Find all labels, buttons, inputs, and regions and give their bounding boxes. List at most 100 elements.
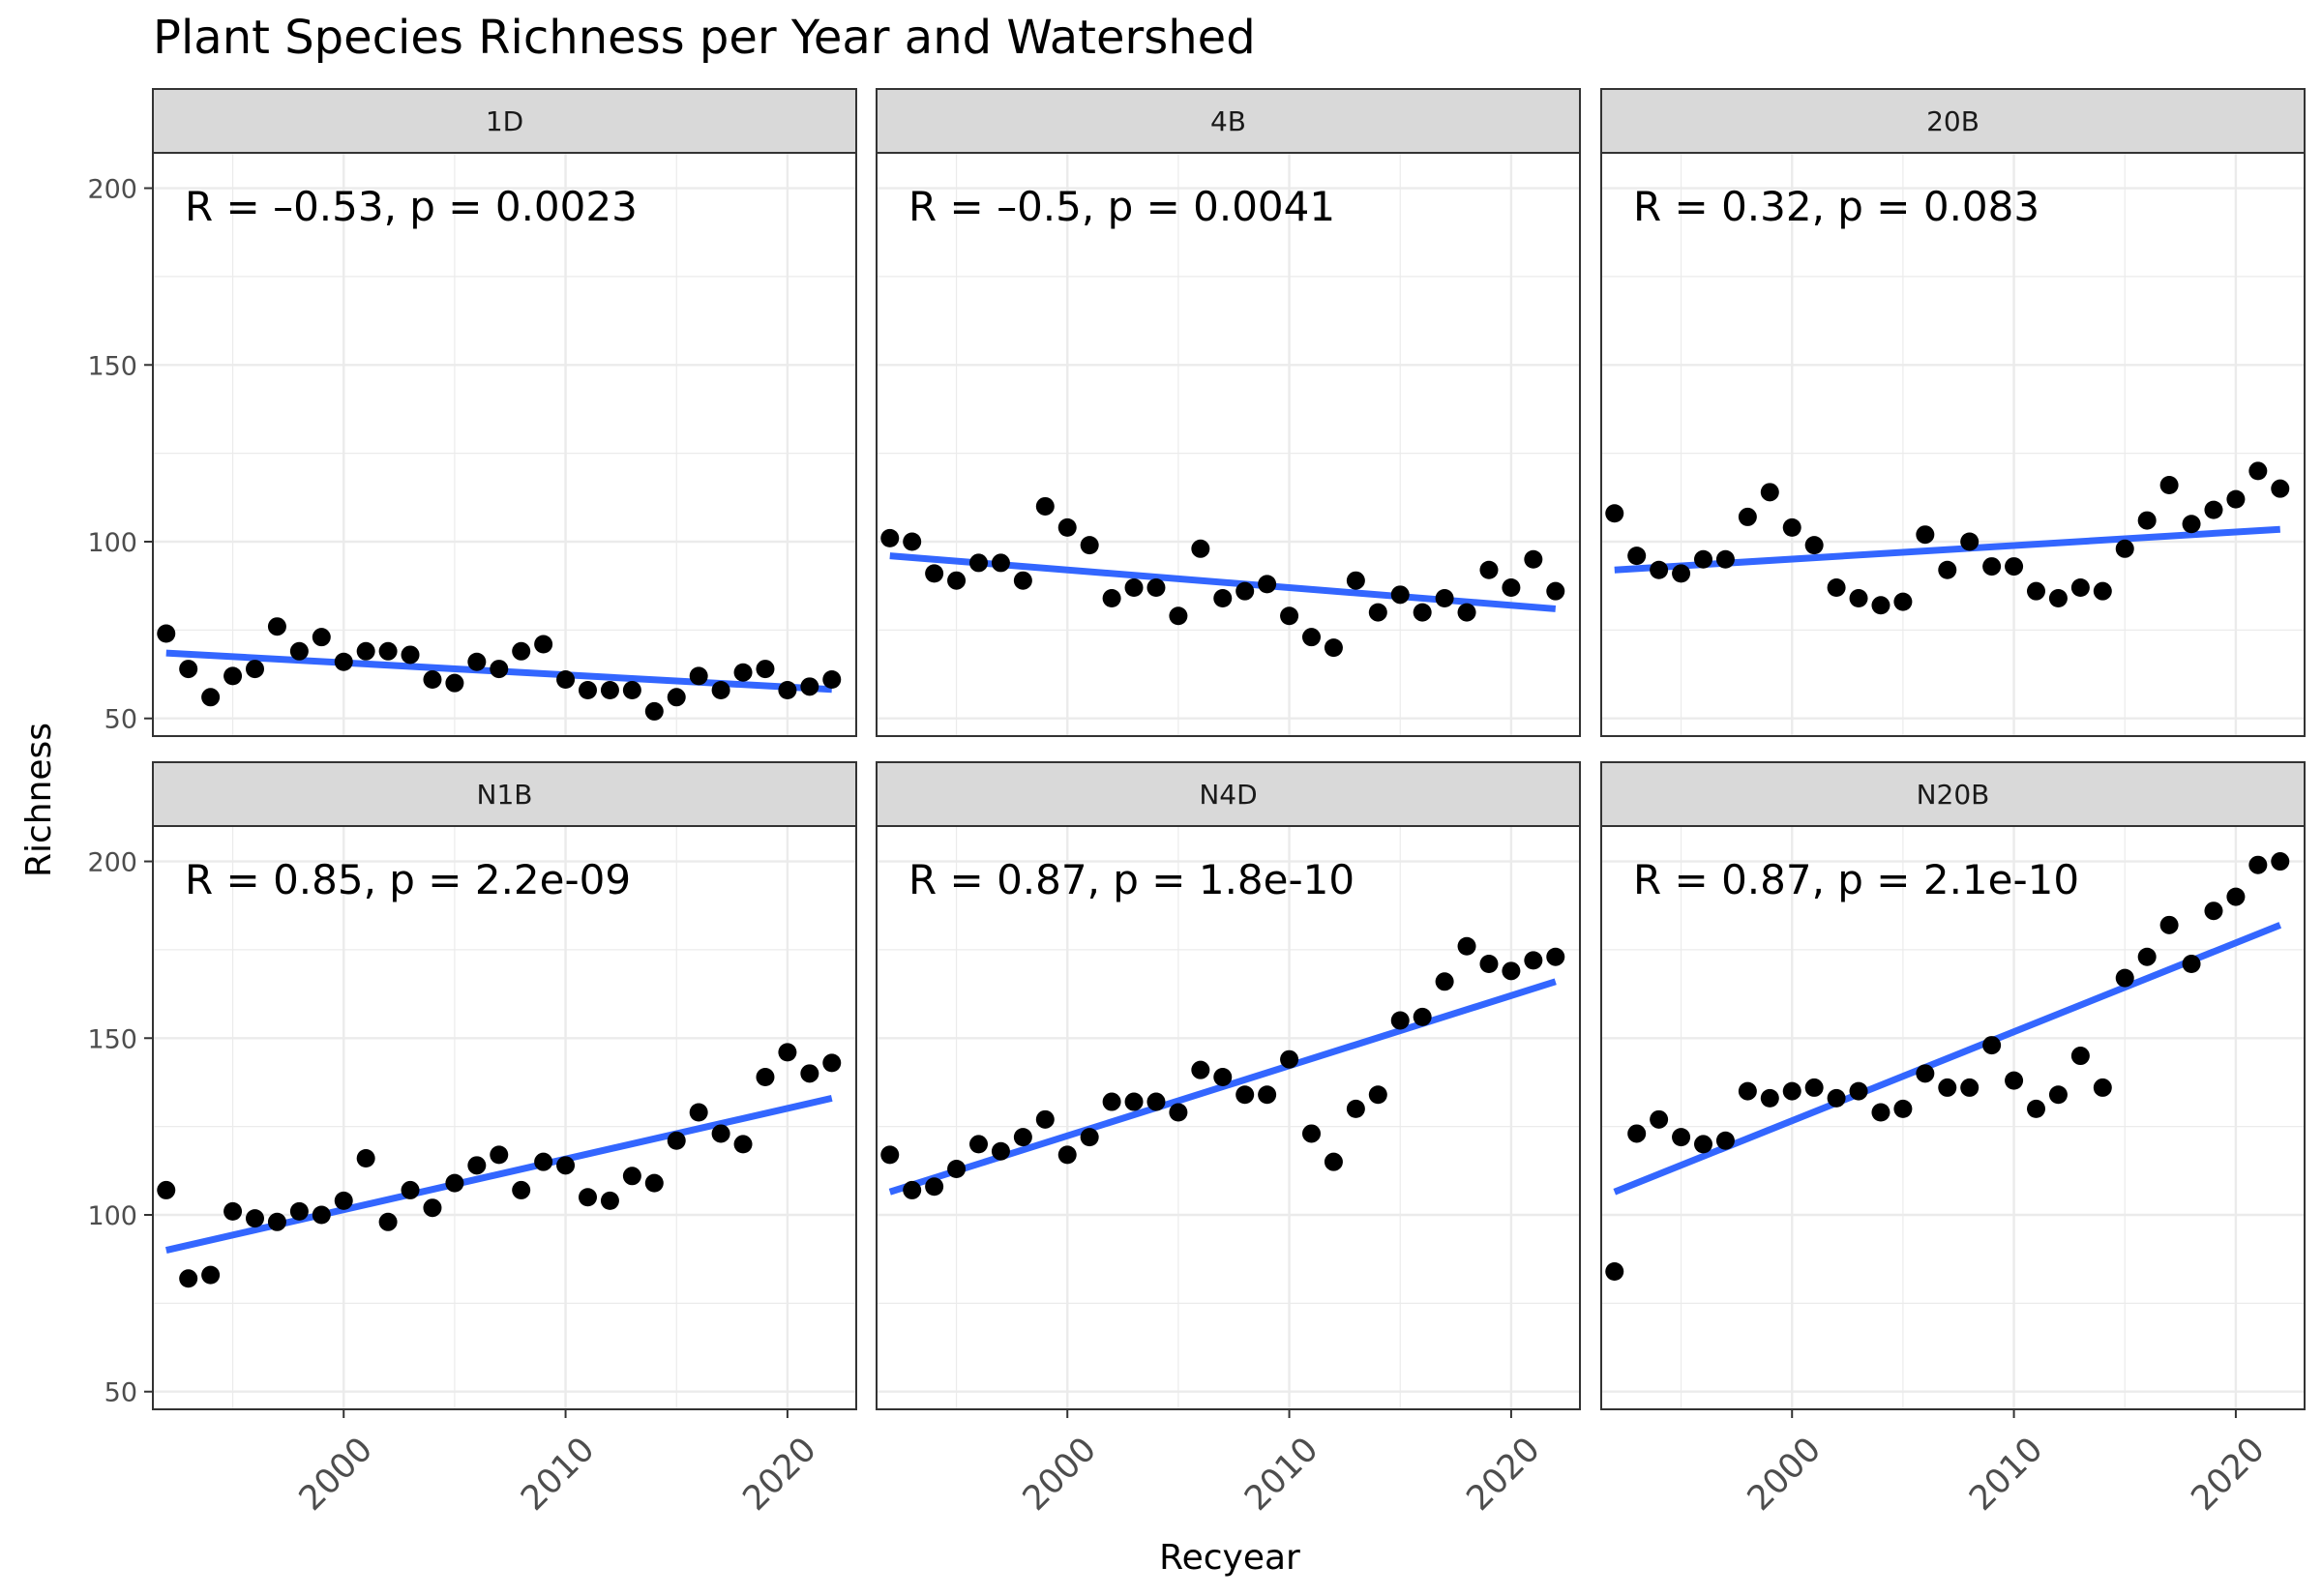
panel-background — [1601, 153, 2305, 736]
data-point — [2115, 968, 2134, 988]
facet-strip-label: N4D — [1199, 779, 1257, 811]
correlation-annotation: R = 0.32, p = 0.083 — [1633, 183, 2039, 230]
facet-strip-label: N1B — [477, 779, 533, 811]
data-points — [880, 936, 1565, 1199]
data-point — [490, 1145, 509, 1165]
data-point — [1346, 571, 1365, 590]
data-point — [1738, 507, 1757, 526]
data-point — [2093, 1078, 2112, 1097]
data-point — [1013, 571, 1032, 590]
facet-strip-label: 20B — [1926, 105, 1980, 137]
data-point — [1524, 951, 1543, 970]
data-point — [1280, 1049, 1299, 1069]
data-points — [1605, 852, 2290, 1281]
gridlines — [153, 826, 856, 1409]
data-point — [1782, 1081, 1801, 1101]
data-point — [1324, 1152, 1343, 1171]
data-point — [644, 701, 664, 721]
data-point — [822, 1053, 842, 1073]
y-tick-label: 150 — [87, 1024, 137, 1054]
data-point — [267, 617, 286, 636]
panel-border — [876, 152, 1581, 737]
data-point — [2070, 578, 2090, 598]
data-point — [179, 660, 198, 679]
data-point — [644, 1173, 664, 1193]
panel-border — [876, 825, 1581, 1410]
data-point — [2048, 1085, 2068, 1105]
data-point — [2070, 1047, 2090, 1066]
data-point — [689, 666, 708, 686]
data-point — [223, 1201, 243, 1221]
data-point — [1235, 581, 1255, 601]
gridlines — [1601, 826, 2305, 1409]
data-point — [1324, 638, 1343, 658]
data-point — [2271, 852, 2290, 872]
data-point — [1760, 1088, 1779, 1108]
data-point — [968, 553, 988, 573]
data-point — [2248, 461, 2268, 481]
data-point — [1605, 1261, 1624, 1281]
data-point — [880, 1145, 900, 1165]
data-point — [334, 1191, 353, 1210]
data-point — [1627, 1124, 1647, 1143]
data-point — [1080, 536, 1099, 555]
data-point — [1479, 560, 1499, 579]
data-point — [2204, 901, 2223, 921]
data-point — [356, 641, 375, 661]
data-point — [1849, 1081, 1868, 1101]
data-point — [778, 1043, 797, 1062]
data-point — [512, 641, 531, 661]
data-points — [1605, 461, 2290, 615]
data-point — [556, 1156, 576, 1175]
data-point — [991, 553, 1010, 573]
data-point — [1804, 536, 1824, 555]
facet-panel-n4d: N4D R = 0.87, p = 1.8e-10 — [876, 761, 1581, 1410]
data-point — [2115, 539, 2134, 558]
data-point — [622, 680, 641, 699]
panel-border — [152, 825, 857, 1410]
data-point — [903, 1180, 922, 1199]
data-point — [756, 660, 775, 679]
data-point — [1057, 517, 1077, 537]
data-point — [1871, 1103, 1890, 1122]
data-point — [689, 1103, 708, 1122]
data-point — [2204, 500, 2223, 519]
data-point — [1413, 1007, 1432, 1026]
data-point — [2226, 489, 2246, 509]
data-point — [800, 1064, 819, 1083]
y-axis: 50 100 150 200 50 100 150 200 — [87, 175, 153, 1408]
data-point — [267, 1212, 286, 1231]
data-point — [1080, 1128, 1099, 1147]
y-tick-label: 100 — [87, 528, 137, 558]
data-point — [733, 663, 753, 682]
data-point — [733, 1135, 753, 1154]
data-point — [2182, 955, 2201, 974]
data-point — [2093, 581, 2112, 601]
data-point — [1693, 1135, 1712, 1154]
data-point — [1715, 549, 1735, 569]
chart-title: Plant Species Richness per Year and Wate… — [153, 11, 1256, 65]
y-tick-label: 200 — [87, 848, 137, 878]
data-point — [600, 1191, 619, 1210]
data-point — [711, 680, 730, 699]
data-point — [1672, 564, 1691, 583]
data-point — [1035, 1109, 1055, 1129]
data-point — [1479, 955, 1499, 974]
data-point — [534, 635, 553, 654]
data-point — [667, 1131, 686, 1150]
data-point — [556, 670, 576, 690]
panel-border — [1600, 152, 2306, 737]
data-point — [401, 1180, 420, 1199]
data-point — [1057, 1145, 1077, 1165]
data-point — [1102, 1092, 1121, 1111]
data-point — [756, 1067, 775, 1086]
data-point — [423, 1198, 442, 1218]
data-point — [1457, 936, 1476, 956]
data-point — [1871, 596, 1890, 615]
data-point — [579, 1188, 598, 1207]
data-point — [925, 1177, 944, 1197]
data-point — [1605, 504, 1624, 523]
data-point — [1258, 1085, 1277, 1105]
data-point — [600, 680, 619, 699]
data-point — [1546, 581, 1565, 601]
